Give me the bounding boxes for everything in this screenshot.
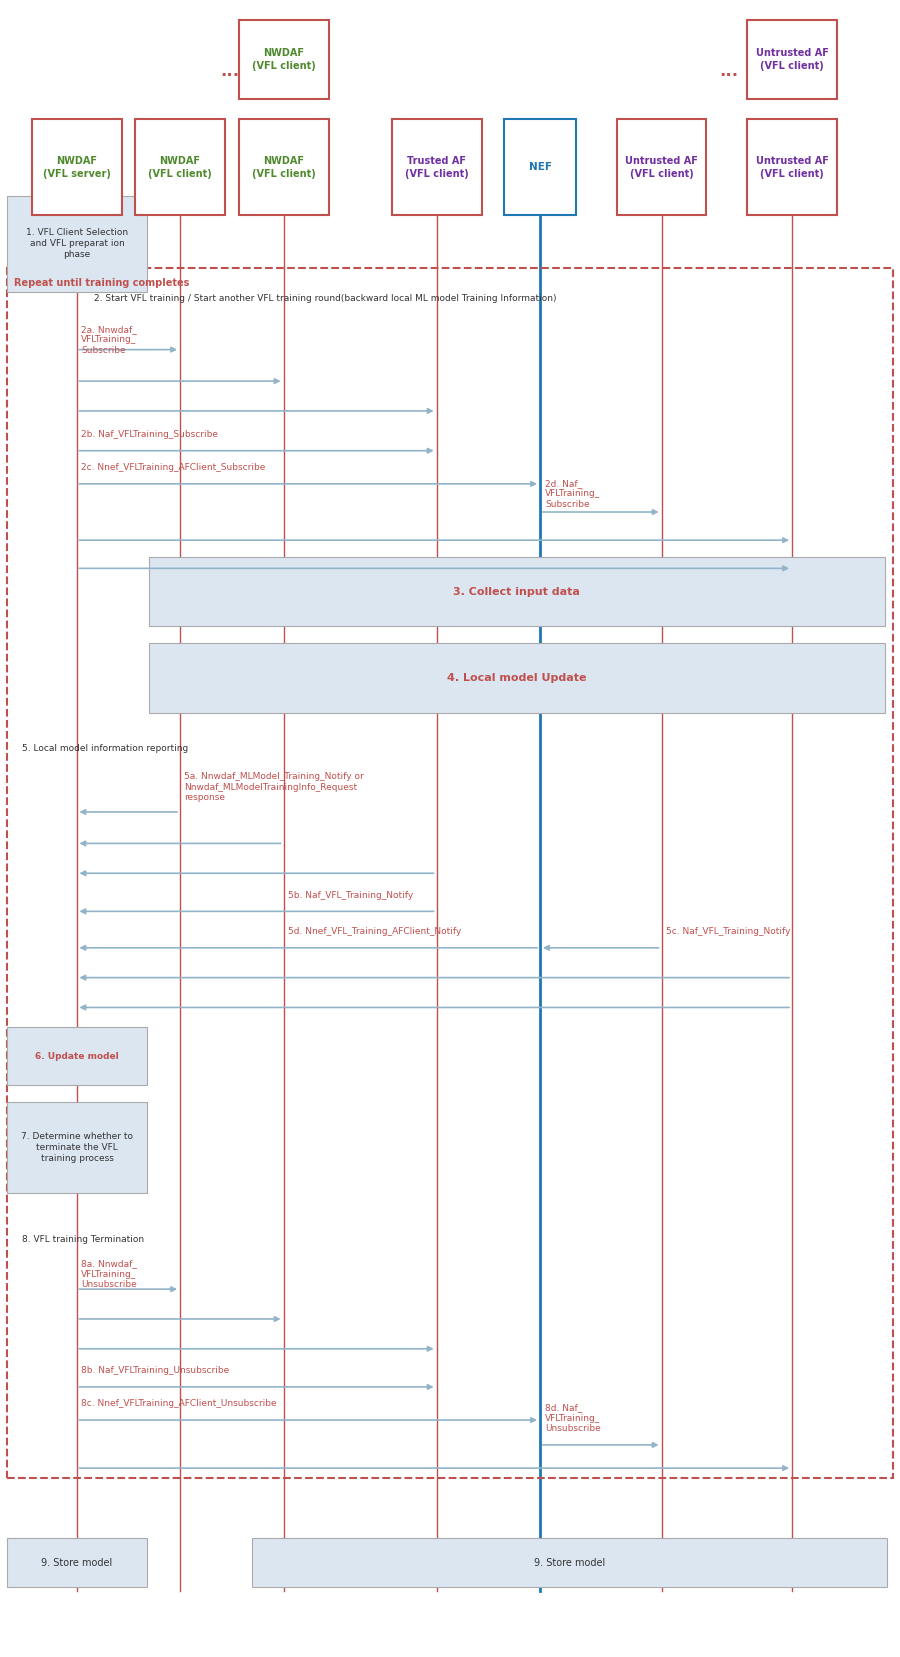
FancyBboxPatch shape [238, 119, 328, 215]
Text: 2a. Nnwdaf_
VFLTraining_
Subscribe: 2a. Nnwdaf_ VFLTraining_ Subscribe [81, 325, 137, 355]
Text: 8. VFL training Termination: 8. VFL training Termination [22, 1234, 145, 1244]
Text: ...: ... [719, 63, 739, 80]
Text: NWDAF
(VFL client): NWDAF (VFL client) [148, 156, 211, 179]
Text: 8b. Naf_VFLTraining_Unsubscribe: 8b. Naf_VFLTraining_Unsubscribe [81, 1367, 230, 1375]
Text: NWDAF
(VFL client): NWDAF (VFL client) [252, 156, 315, 179]
FancyBboxPatch shape [7, 1102, 147, 1193]
FancyBboxPatch shape [32, 119, 122, 215]
FancyBboxPatch shape [504, 119, 576, 215]
Text: NEF: NEF [528, 162, 552, 172]
Text: 8d. Naf_
VFLTraining_
Unsubscribe: 8d. Naf_ VFLTraining_ Unsubscribe [545, 1403, 601, 1433]
Text: 6. Update model: 6. Update model [35, 1052, 119, 1060]
Text: 4. Local model Update: 4. Local model Update [446, 673, 586, 683]
Text: 2d. Naf_
VFLTraining_
Subscribe: 2d. Naf_ VFLTraining_ Subscribe [545, 479, 600, 509]
FancyBboxPatch shape [7, 1027, 147, 1085]
Text: 9. Store model: 9. Store model [534, 1558, 605, 1568]
Text: NWDAF
(VFL server): NWDAF (VFL server) [42, 156, 111, 179]
Text: 5a. Nnwdaf_MLModel_Training_Notify or
Nnwdaf_MLModelTrainingInfo_Request
respons: 5a. Nnwdaf_MLModel_Training_Notify or Nn… [184, 772, 364, 802]
Text: 2. Start VFL training / Start another VFL training round(backward local ML model: 2. Start VFL training / Start another VF… [94, 293, 557, 303]
Text: Repeat until training completes: Repeat until training completes [14, 278, 190, 288]
Text: 2c. Nnef_VFLTraining_AFClient_Subscribe: 2c. Nnef_VFLTraining_AFClient_Subscribe [81, 464, 266, 472]
FancyBboxPatch shape [252, 1538, 886, 1587]
Text: 5c. Naf_VFL_Training_Notify: 5c. Naf_VFL_Training_Notify [666, 928, 790, 936]
Text: 5d. Nnef_VFL_Training_AFClient_Notify: 5d. Nnef_VFL_Training_AFClient_Notify [288, 928, 462, 936]
Text: 9. Store model: 9. Store model [41, 1558, 112, 1568]
FancyBboxPatch shape [747, 119, 837, 215]
Text: 2b. Naf_VFLTraining_Subscribe: 2b. Naf_VFLTraining_Subscribe [81, 431, 218, 439]
Text: 7. Determine whether to
terminate the VFL
training process: 7. Determine whether to terminate the VF… [21, 1132, 133, 1163]
FancyBboxPatch shape [7, 1538, 147, 1587]
Text: 5b. Naf_VFL_Training_Notify: 5b. Naf_VFL_Training_Notify [288, 891, 413, 900]
Text: Untrusted AF
(VFL client): Untrusted AF (VFL client) [756, 156, 828, 179]
Text: NWDAF
(VFL client): NWDAF (VFL client) [252, 48, 315, 71]
FancyBboxPatch shape [7, 196, 147, 292]
FancyBboxPatch shape [747, 20, 837, 99]
Text: 5. Local model information reporting: 5. Local model information reporting [22, 744, 189, 754]
FancyBboxPatch shape [148, 643, 885, 713]
FancyBboxPatch shape [148, 557, 885, 626]
Text: 8a. Nnwdaf_
VFLTraining_
Unsubscribe: 8a. Nnwdaf_ VFLTraining_ Unsubscribe [81, 1259, 137, 1289]
Text: ...: ... [220, 63, 239, 80]
Text: 3. Collect input data: 3. Collect input data [454, 587, 580, 597]
Text: 1. VFL Client Selection
and VFL preparat ion
phase: 1. VFL Client Selection and VFL preparat… [26, 229, 128, 258]
FancyBboxPatch shape [238, 20, 328, 99]
Text: Trusted AF
(VFL client): Trusted AF (VFL client) [405, 156, 468, 179]
Text: 8c. Nnef_VFLTraining_AFClient_Unsubscribe: 8c. Nnef_VFLTraining_AFClient_Unsubscrib… [81, 1400, 276, 1408]
FancyBboxPatch shape [392, 119, 482, 215]
FancyBboxPatch shape [616, 119, 706, 215]
Text: Untrusted AF
(VFL client): Untrusted AF (VFL client) [626, 156, 698, 179]
FancyBboxPatch shape [135, 119, 225, 215]
Text: Untrusted AF
(VFL client): Untrusted AF (VFL client) [756, 48, 828, 71]
